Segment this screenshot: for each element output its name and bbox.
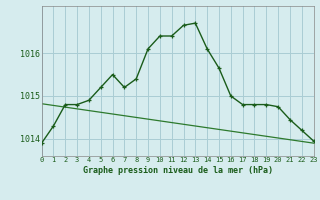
- X-axis label: Graphe pression niveau de la mer (hPa): Graphe pression niveau de la mer (hPa): [83, 166, 273, 175]
